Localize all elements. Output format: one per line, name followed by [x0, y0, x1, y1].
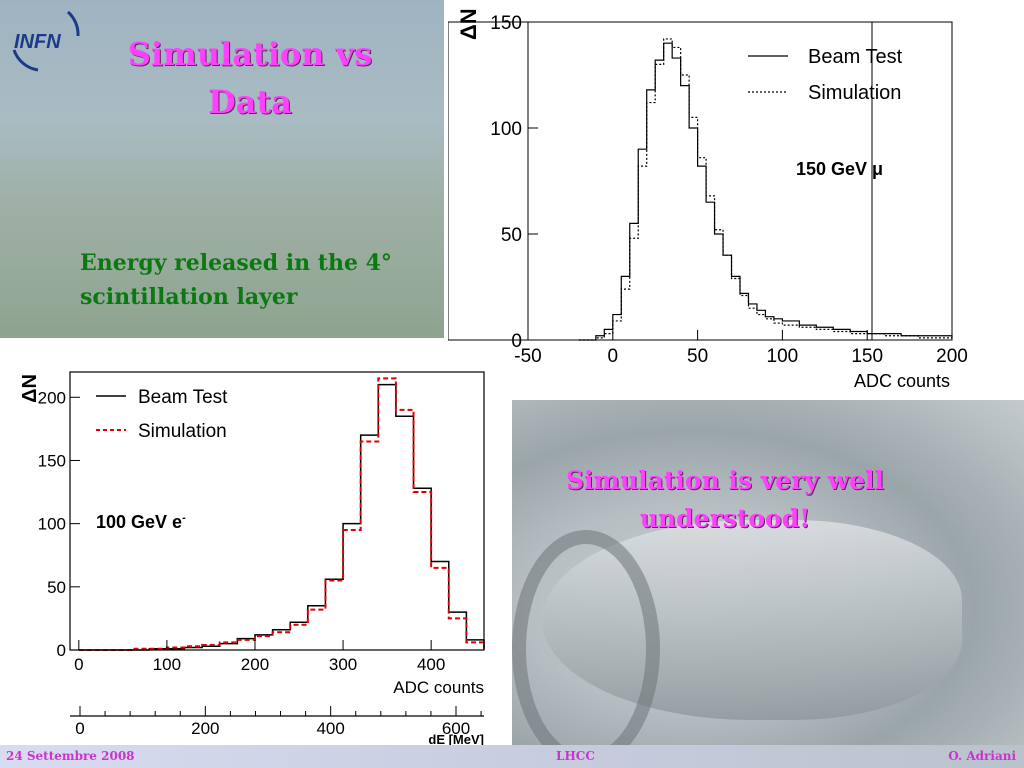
- y-tick-label: 0: [511, 331, 522, 352]
- x-tick-label: 100: [153, 655, 181, 674]
- x-axis-label: ADC counts: [393, 678, 484, 697]
- x-tick-label: 200: [241, 655, 269, 674]
- footer-author: O. Adriani: [948, 749, 1016, 763]
- x-tick-label: 100: [767, 346, 799, 367]
- y-tick-label: 150: [490, 13, 522, 34]
- secondary-x-tick-label: 200: [191, 719, 219, 738]
- secondary-x-tick-label: 600: [442, 719, 470, 738]
- chart-annotation: 150 GeV μ: [796, 159, 883, 179]
- plot-frame: [527, 21, 953, 341]
- subtitle: Energy released in the 4° scintillation …: [80, 250, 392, 310]
- secondary-x-tick-label: 0: [75, 719, 84, 738]
- chart-annotation: 100 GeV e-: [96, 512, 186, 532]
- x-tick-label: -50: [514, 346, 541, 367]
- x-axis-label: ADC counts: [854, 371, 950, 391]
- y-tick-label: 0: [57, 641, 66, 660]
- legend-simulation: Simulation: [138, 421, 227, 442]
- x-tick-label: 400: [417, 655, 445, 674]
- legend-beam-test: Beam Test: [138, 387, 228, 408]
- plot-frame: [69, 371, 485, 651]
- y-axis-label: ΔN: [19, 374, 41, 403]
- footer-bar: [0, 745, 1024, 768]
- x-tick-label: 0: [608, 346, 619, 367]
- slide-title: Simulation vs Data: [127, 35, 373, 121]
- y-tick-label: 50: [501, 225, 522, 246]
- photo-background-top: [0, 0, 444, 338]
- x-tick-label: 200: [936, 346, 968, 367]
- secondary-x-axis-label: dE [MeV]: [428, 732, 484, 745]
- photo-background-bottom: [512, 400, 1024, 768]
- legend-beam-test: Beam Test: [808, 46, 903, 68]
- x-tick-label: 150: [851, 346, 883, 367]
- y-tick-label: 100: [490, 119, 522, 140]
- footer-date: 24 Settembre 2008: [6, 749, 135, 763]
- infn-logo: INFN: [12, 10, 80, 72]
- secondary-x-tick-label: 400: [316, 719, 344, 738]
- chart-electron: 0 100 200 300 400 0 50 100 150 200 0 200 400 600 ΔN A…: [0, 352, 510, 745]
- legend-simulation: Simulation: [808, 82, 901, 104]
- x-tick-label: 0: [74, 655, 83, 674]
- logo-text: INFN: [14, 31, 61, 53]
- y-tick-label: 200: [38, 388, 66, 407]
- y-axis-label: ΔN: [456, 8, 481, 40]
- y-tick-label: 100: [38, 515, 66, 534]
- y-tick-label: 50: [47, 578, 66, 597]
- conclusion-text: Simulation is very well understood!: [565, 466, 884, 533]
- footer-event: LHCC: [556, 749, 595, 763]
- detector-ring-image: [512, 530, 660, 768]
- x-tick-label: 300: [329, 655, 357, 674]
- x-tick-label: 50: [687, 346, 708, 367]
- y-tick-label: 150: [38, 451, 66, 470]
- series-simulation-line: [578, 38, 952, 341]
- series-beam-test-line: [578, 42, 953, 341]
